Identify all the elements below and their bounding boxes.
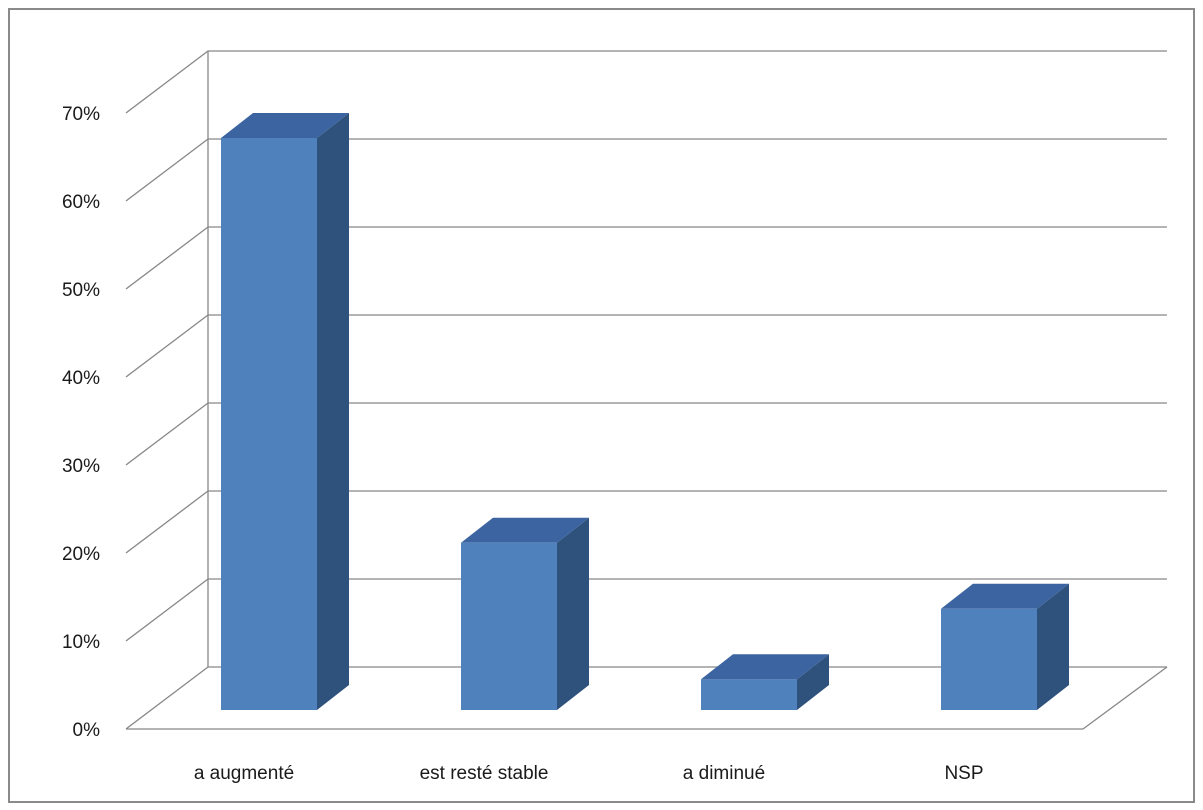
y-tick-label: 50% (62, 280, 100, 301)
gridline (125, 50, 1167, 114)
gridline (125, 666, 1167, 730)
gridline (125, 490, 1167, 554)
bar-side (557, 517, 589, 710)
bar-front (941, 608, 1037, 710)
floor-edge (126, 666, 1168, 730)
y-axis-labels: 0% 10% 20% 30% 40% 50% 60% 70% (62, 104, 100, 741)
y-tick-label: 20% (62, 544, 100, 565)
y-tick-label: 60% (62, 192, 100, 213)
x-category-label: NSP (944, 763, 983, 784)
grid-layer (125, 50, 1168, 730)
bar-top (701, 654, 829, 680)
y-tick-label: 30% (62, 456, 100, 477)
bar-side (1037, 583, 1069, 710)
y-tick-label: 10% (62, 632, 100, 653)
bar-front (701, 679, 797, 710)
y-tick-label: 40% (62, 368, 100, 389)
x-category-label: a diminué (683, 763, 765, 784)
bar-front (221, 138, 317, 710)
gridline (125, 226, 1167, 290)
bar-side (317, 113, 349, 710)
bar-front (461, 542, 557, 710)
bar-top (461, 517, 589, 543)
y-tick-label: 70% (62, 104, 100, 125)
x-category-label: est resté stable (420, 763, 549, 784)
y-tick-label: 0% (73, 720, 101, 741)
bar-0 (221, 113, 349, 710)
gridline (125, 402, 1167, 466)
bar-1 (461, 517, 589, 710)
gridline (125, 578, 1167, 642)
bar-2 (701, 654, 829, 710)
bars-layer (221, 113, 1069, 710)
gridline (125, 138, 1167, 202)
x-category-label: a augmenté (194, 763, 294, 784)
bar-3 (941, 583, 1069, 710)
x-axis-labels: a augmenté est resté stable a diminué NSP (194, 763, 984, 784)
bar-side (797, 654, 829, 710)
gridline (125, 314, 1167, 378)
bar-top (221, 113, 349, 138)
bar-top (941, 583, 1069, 609)
